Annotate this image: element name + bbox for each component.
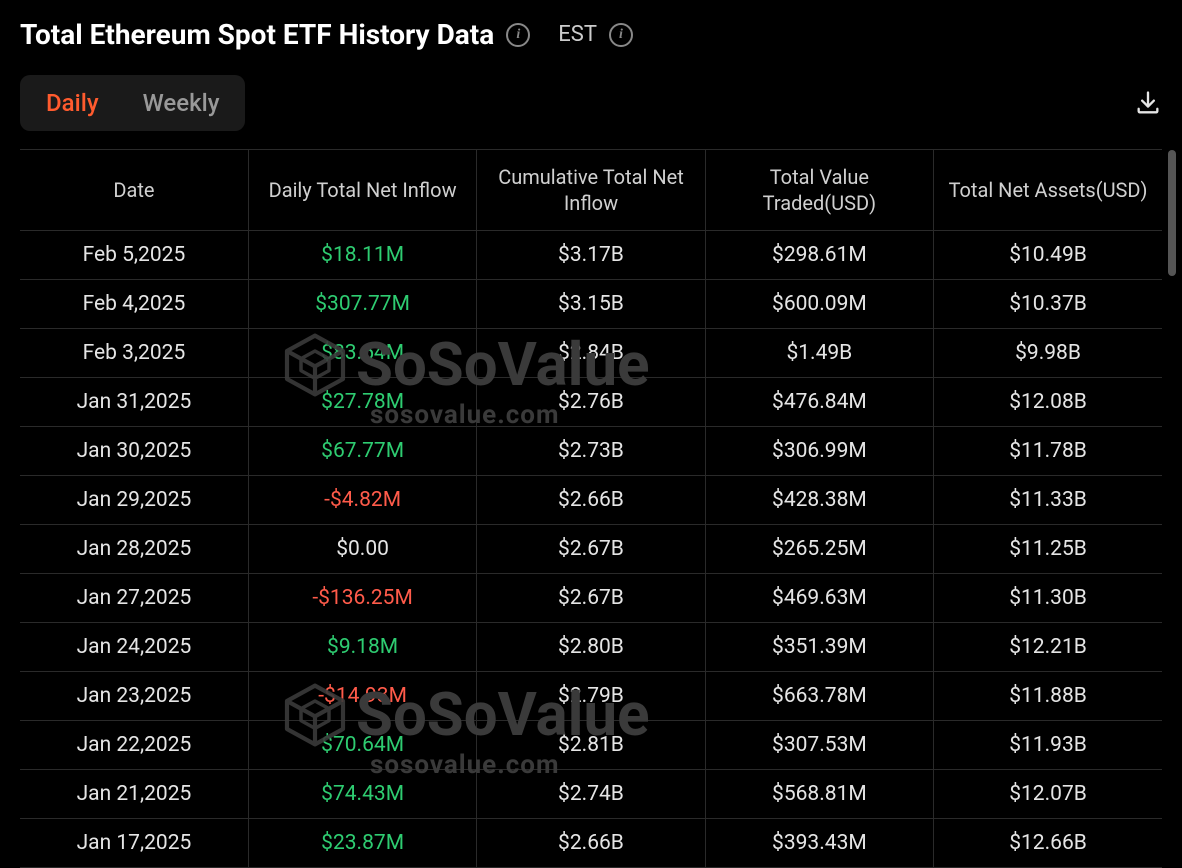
cell-assets: $12.07B (934, 770, 1162, 819)
col-date[interactable]: Date (20, 150, 248, 231)
cell-daily-inflow: $23.87M (248, 819, 476, 868)
cell-cumulative: $2.79B (477, 672, 705, 721)
table-row[interactable]: Jan 31,2025$27.78M$2.76B$476.84M$12.08B (20, 378, 1162, 427)
cell-cumulative: $2.67B (477, 574, 705, 623)
cell-assets: $11.93B (934, 721, 1162, 770)
header-row: Total Ethereum Spot ETF History Data i E… (20, 18, 1162, 51)
download-icon[interactable] (1134, 89, 1162, 117)
cell-daily-inflow: $307.77M (248, 280, 476, 329)
cell-date: Feb 3,2025 (20, 329, 248, 378)
cell-cumulative: $2.67B (477, 525, 705, 574)
cell-assets: $9.98B (934, 329, 1162, 378)
cell-assets: $11.88B (934, 672, 1162, 721)
scrollbar[interactable] (1168, 150, 1176, 276)
cell-daily-inflow: $0.00 (248, 525, 476, 574)
cell-traded: $476.84M (705, 378, 933, 427)
table-header-row: Date Daily Total Net Inflow Cumulative T… (20, 150, 1162, 231)
cell-traded: $393.43M (705, 819, 933, 868)
table-row[interactable]: Jan 27,2025-$136.25M$2.67B$469.63M$11.30… (20, 574, 1162, 623)
cell-assets: $11.33B (934, 476, 1162, 525)
cell-date: Jan 30,2025 (20, 427, 248, 476)
col-net-assets[interactable]: Total Net Assets(USD) (934, 150, 1162, 231)
cell-date: Jan 27,2025 (20, 574, 248, 623)
cell-daily-inflow: -$136.25M (248, 574, 476, 623)
cell-date: Jan 22,2025 (20, 721, 248, 770)
cell-assets: $10.49B (934, 231, 1162, 280)
cell-date: Feb 4,2025 (20, 280, 248, 329)
cell-cumulative: $2.66B (477, 476, 705, 525)
cell-assets: $12.21B (934, 623, 1162, 672)
cell-date: Feb 5,2025 (20, 231, 248, 280)
cell-traded: $307.53M (705, 721, 933, 770)
period-tabs: Daily Weekly (20, 75, 245, 131)
cell-daily-inflow: $83.54M (248, 329, 476, 378)
cell-traded: $1.49B (705, 329, 933, 378)
table-row[interactable]: Jan 29,2025-$4.82M$2.66B$428.38M$11.33B (20, 476, 1162, 525)
cell-daily-inflow: $18.11M (248, 231, 476, 280)
cell-cumulative: $2.80B (477, 623, 705, 672)
table-row[interactable]: Jan 22,2025$70.64M$2.81B$307.53M$11.93B (20, 721, 1162, 770)
cell-traded: $298.61M (705, 231, 933, 280)
cell-date: Jan 24,2025 (20, 623, 248, 672)
etf-history-table: Date Daily Total Net Inflow Cumulative T… (20, 149, 1162, 868)
table-row[interactable]: Feb 5,2025$18.11M$3.17B$298.61M$10.49B (20, 231, 1162, 280)
cell-cumulative: $3.17B (477, 231, 705, 280)
table-row[interactable]: Jan 21,2025$74.43M$2.74B$568.81M$12.07B (20, 770, 1162, 819)
cell-date: Jan 17,2025 (20, 819, 248, 868)
cell-date: Jan 31,2025 (20, 378, 248, 427)
page-title: Total Ethereum Spot ETF History Data (20, 18, 494, 51)
cell-assets: $12.08B (934, 378, 1162, 427)
table-row[interactable]: Jan 28,2025$0.00$2.67B$265.25M$11.25B (20, 525, 1162, 574)
cell-traded: $469.63M (705, 574, 933, 623)
table-row[interactable]: Jan 23,2025-$14.93M$2.79B$663.78M$11.88B (20, 672, 1162, 721)
cell-assets: $11.25B (934, 525, 1162, 574)
table-row[interactable]: Jan 17,2025$23.87M$2.66B$393.43M$12.66B (20, 819, 1162, 868)
cell-assets: $11.78B (934, 427, 1162, 476)
cell-traded: $663.78M (705, 672, 933, 721)
info-icon[interactable]: i (506, 23, 530, 47)
tab-weekly[interactable]: Weekly (121, 79, 242, 127)
table-row[interactable]: Jan 30,2025$67.77M$2.73B$306.99M$11.78B (20, 427, 1162, 476)
toolbar: Daily Weekly (20, 75, 1162, 131)
cell-daily-inflow: -$14.93M (248, 672, 476, 721)
col-daily-inflow[interactable]: Daily Total Net Inflow (248, 150, 476, 231)
cell-traded: $351.39M (705, 623, 933, 672)
cell-daily-inflow: $74.43M (248, 770, 476, 819)
cell-date: Jan 21,2025 (20, 770, 248, 819)
timezone-info-icon[interactable]: i (609, 23, 633, 47)
cell-daily-inflow: -$4.82M (248, 476, 476, 525)
cell-assets: $12.66B (934, 819, 1162, 868)
cell-cumulative: $2.74B (477, 770, 705, 819)
cell-traded: $568.81M (705, 770, 933, 819)
cell-traded: $600.09M (705, 280, 933, 329)
cell-cumulative: $3.15B (477, 280, 705, 329)
cell-cumulative: $2.76B (477, 378, 705, 427)
cell-daily-inflow: $70.64M (248, 721, 476, 770)
cell-daily-inflow: $27.78M (248, 378, 476, 427)
table-row[interactable]: Feb 3,2025$83.54M$2.84B$1.49B$9.98B (20, 329, 1162, 378)
table-row[interactable]: Jan 24,2025$9.18M$2.80B$351.39M$12.21B (20, 623, 1162, 672)
cell-date: Jan 23,2025 (20, 672, 248, 721)
col-value-traded[interactable]: Total Value Traded(USD) (705, 150, 933, 231)
cell-cumulative: $2.73B (477, 427, 705, 476)
cell-cumulative: $2.81B (477, 721, 705, 770)
cell-cumulative: $2.84B (477, 329, 705, 378)
cell-assets: $11.30B (934, 574, 1162, 623)
table-wrapper: Date Daily Total Net Inflow Cumulative T… (20, 149, 1162, 868)
tab-daily[interactable]: Daily (24, 79, 121, 127)
cell-traded: $306.99M (705, 427, 933, 476)
cell-daily-inflow: $9.18M (248, 623, 476, 672)
cell-assets: $10.37B (934, 280, 1162, 329)
col-cumulative-inflow[interactable]: Cumulative Total Net Inflow (477, 150, 705, 231)
cell-traded: $265.25M (705, 525, 933, 574)
table-row[interactable]: Feb 4,2025$307.77M$3.15B$600.09M$10.37B (20, 280, 1162, 329)
cell-traded: $428.38M (705, 476, 933, 525)
cell-date: Jan 28,2025 (20, 525, 248, 574)
cell-daily-inflow: $67.77M (248, 427, 476, 476)
cell-date: Jan 29,2025 (20, 476, 248, 525)
cell-cumulative: $2.66B (477, 819, 705, 868)
timezone-label: EST (558, 22, 597, 47)
